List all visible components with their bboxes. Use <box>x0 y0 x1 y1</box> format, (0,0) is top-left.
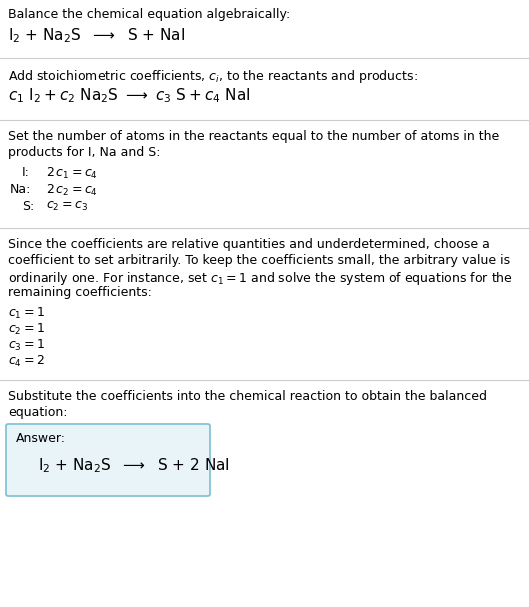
Text: ordinarily one. For instance, set $c_1 = 1$ and solve the system of equations fo: ordinarily one. For instance, set $c_1 =… <box>8 270 513 287</box>
Text: products for I, Na and S:: products for I, Na and S: <box>8 146 160 159</box>
Text: $c_1 = 1$: $c_1 = 1$ <box>8 306 45 321</box>
Text: remaining coefficients:: remaining coefficients: <box>8 286 152 299</box>
Text: $c_4 = 2$: $c_4 = 2$ <box>8 354 45 369</box>
Text: Since the coefficients are relative quantities and underdetermined, choose a: Since the coefficients are relative quan… <box>8 238 490 251</box>
FancyBboxPatch shape <box>6 424 210 496</box>
Text: $\mathrm{I_2}$ + $\mathrm{Na_2S}$  $\longrightarrow$  S + NaI: $\mathrm{I_2}$ + $\mathrm{Na_2S}$ $\long… <box>8 26 185 45</box>
Text: I:: I: <box>22 166 30 179</box>
Text: Balance the chemical equation algebraically:: Balance the chemical equation algebraica… <box>8 8 290 21</box>
Text: Answer:: Answer: <box>16 432 66 445</box>
Text: Add stoichiometric coefficients, $c_i$, to the reactants and products:: Add stoichiometric coefficients, $c_i$, … <box>8 68 418 85</box>
Text: $c_2 = c_3$: $c_2 = c_3$ <box>46 200 88 213</box>
Text: $2\,c_1 = c_4$: $2\,c_1 = c_4$ <box>46 166 98 181</box>
Text: Na:: Na: <box>10 183 31 196</box>
Text: $\mathrm{I_2}$ + $\mathrm{Na_2S}$  $\longrightarrow$  S + 2 NaI: $\mathrm{I_2}$ + $\mathrm{Na_2S}$ $\long… <box>38 456 230 475</box>
Text: $c_1\ \mathrm{I_2} + c_2\ \mathrm{Na_2S}\ \longrightarrow\ c_3\ \mathrm{S} + c_4: $c_1\ \mathrm{I_2} + c_2\ \mathrm{Na_2S}… <box>8 86 251 104</box>
Text: Set the number of atoms in the reactants equal to the number of atoms in the: Set the number of atoms in the reactants… <box>8 130 499 143</box>
Text: $2\,c_2 = c_4$: $2\,c_2 = c_4$ <box>46 183 98 198</box>
Text: Substitute the coefficients into the chemical reaction to obtain the balanced: Substitute the coefficients into the che… <box>8 390 487 403</box>
Text: $c_2 = 1$: $c_2 = 1$ <box>8 322 45 337</box>
Text: equation:: equation: <box>8 406 68 419</box>
Text: $c_3 = 1$: $c_3 = 1$ <box>8 338 45 353</box>
Text: coefficient to set arbitrarily. To keep the coefficients small, the arbitrary va: coefficient to set arbitrarily. To keep … <box>8 254 510 267</box>
Text: S:: S: <box>22 200 34 213</box>
